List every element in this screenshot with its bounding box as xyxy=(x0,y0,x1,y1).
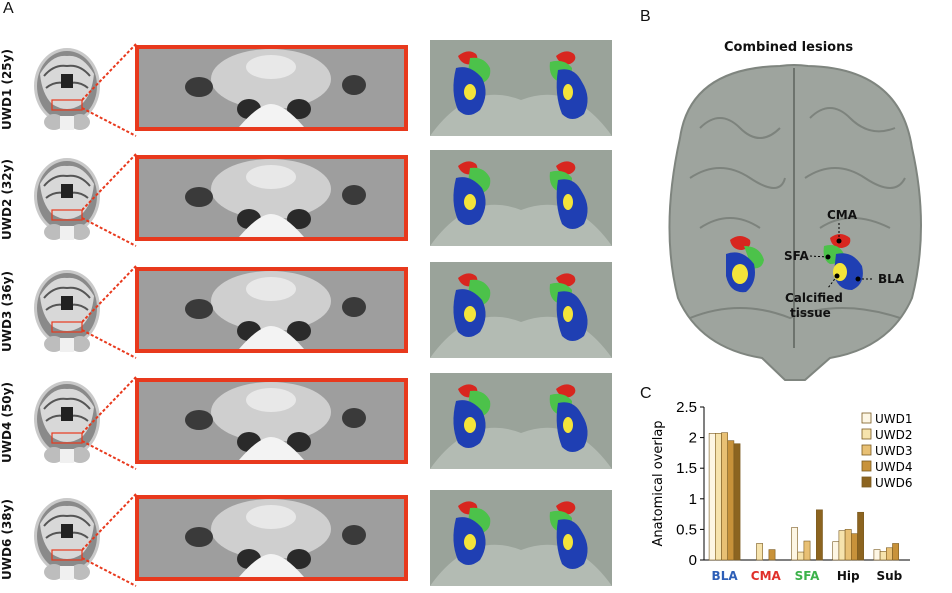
subject-label: UWD2 (32y) xyxy=(0,159,14,241)
amygdala-segmentation xyxy=(430,490,612,586)
bar-hip-uwd4 xyxy=(851,533,858,561)
bar-hip-uwd2 xyxy=(838,530,846,561)
bar-sub-uwd2 xyxy=(879,551,887,561)
coronal-thumbnail xyxy=(34,498,100,580)
bar-sfa-uwd1 xyxy=(791,527,798,561)
bar-sfa-uwd6 xyxy=(816,509,823,561)
bar-sfa-uwd2 xyxy=(797,551,805,561)
zoom-mri-view xyxy=(135,267,408,353)
panel-letter-b: B xyxy=(640,8,651,25)
panel-b-title: Combined lesions xyxy=(724,40,854,55)
brain-3d-render xyxy=(668,64,922,381)
left-amygdala xyxy=(453,384,491,448)
label-sfa: SFA xyxy=(784,249,809,263)
legend-swatch-uwd1 xyxy=(861,412,872,424)
legend-label-uwd4: UWD4 xyxy=(875,460,913,474)
bar-bla-uwd6 xyxy=(733,443,741,561)
subject-label: UWD1 (25y) xyxy=(0,49,14,131)
x-tick-label-cma: CMA xyxy=(751,569,782,583)
left-amygdala xyxy=(453,51,491,115)
coronal-thumbnail xyxy=(34,381,100,463)
left-lesion xyxy=(726,236,764,293)
right-amygdala xyxy=(549,51,588,119)
x-tick-label-bla: BLA xyxy=(712,569,739,583)
bar-bla-uwd1 xyxy=(708,433,716,561)
zoom-mri-view xyxy=(135,155,408,241)
legend-label-uwd2: UWD2 xyxy=(875,428,913,442)
bar-sub-uwd4 xyxy=(892,543,899,561)
right-amygdala xyxy=(549,384,588,452)
zoom-connector xyxy=(82,265,137,359)
x-tick-label-hip: Hip xyxy=(837,569,860,583)
overlap-bar-chart: 0 0.5 1 1.5 2 2.5 Anatomical overlap BLA CMA SFA H… xyxy=(651,399,913,583)
amygdala-segmentation xyxy=(430,40,612,136)
bar-bla-uwd2 xyxy=(715,433,722,561)
subject-row: UWD4 (50y) xyxy=(0,373,620,473)
coronal-thumbnail xyxy=(34,270,100,352)
y-tick-label: 2 xyxy=(689,430,697,447)
left-amygdala xyxy=(453,501,491,565)
legend-swatch-uwd3 xyxy=(861,444,872,456)
legend-label-uwd6: UWD6 xyxy=(875,476,913,490)
legend-swatch-uwd4 xyxy=(861,460,872,472)
zoom-connector xyxy=(82,43,137,137)
bar-bla-uwd4 xyxy=(727,440,735,561)
bar-sub-uwd3 xyxy=(886,547,893,561)
y-tick-label: 1 xyxy=(689,491,697,508)
right-amygdala xyxy=(549,161,588,229)
zoom-connector xyxy=(82,376,137,470)
zoom-mri-image xyxy=(139,382,404,460)
right-amygdala xyxy=(549,501,588,569)
subject-label: UWD4 (50y) xyxy=(0,382,14,464)
label-cma: CMA xyxy=(827,208,858,222)
right-amygdala xyxy=(549,273,588,341)
bar-bla-uwd3 xyxy=(721,432,728,561)
bar-sub-uwd1 xyxy=(873,549,881,561)
zoom-mri-image xyxy=(139,271,404,349)
amygdala-segmentation xyxy=(430,150,612,246)
bar-cma-uwd4 xyxy=(768,549,776,561)
y-tick-label: 1.5 xyxy=(676,460,697,477)
x-tick-label-sub: Sub xyxy=(877,569,903,583)
zoom-mri-image xyxy=(139,49,404,127)
legend-swatch-uwd2 xyxy=(861,428,872,440)
panel-letter-a: A xyxy=(3,0,14,17)
y-tick-label: 0.5 xyxy=(676,521,697,538)
left-amygdala xyxy=(453,273,491,337)
zoom-mri-view xyxy=(135,378,408,464)
zoom-mri-view xyxy=(135,495,408,581)
y-axis-label: Anatomical overlap xyxy=(651,420,666,546)
subject-row: UWD2 (32y) xyxy=(0,150,620,250)
bar-sfa-uwd3 xyxy=(803,540,811,561)
subject-row: UWD1 (25y) xyxy=(0,40,620,140)
bar-cma-uwd2 xyxy=(756,543,763,561)
label-bla: BLA xyxy=(878,272,905,286)
zoom-mri-view xyxy=(135,45,408,131)
y-tick-label: 2.5 xyxy=(676,399,697,416)
zoom-mri-image xyxy=(139,499,404,577)
bar-hip-uwd1 xyxy=(832,541,840,561)
amygdala-segmentation xyxy=(430,262,612,358)
subject-label: UWD6 (38y) xyxy=(0,499,14,581)
subject-label: UWD3 (36y) xyxy=(0,271,14,353)
label-tissue: tissue xyxy=(790,306,831,320)
y-tick-label: 0 xyxy=(689,552,697,569)
amygdala-segmentation xyxy=(430,373,612,469)
subject-row: UWD3 (36y) xyxy=(0,262,620,362)
legend-label-uwd1: UWD1 xyxy=(875,412,913,426)
bar-hip-uwd3 xyxy=(844,529,852,561)
zoom-connector xyxy=(82,493,137,587)
panel-letter-c: C xyxy=(640,385,652,402)
x-tick-label-sfa: SFA xyxy=(795,569,820,583)
left-amygdala xyxy=(453,161,491,225)
zoom-connector xyxy=(82,153,137,247)
legend-label-uwd3: UWD3 xyxy=(875,444,913,458)
label-calcified: Calcified xyxy=(785,291,843,305)
legend-swatch-uwd6 xyxy=(861,476,872,488)
coronal-thumbnail xyxy=(34,48,100,130)
bar-hip-uwd6 xyxy=(857,511,864,561)
zoom-mri-image xyxy=(139,159,404,237)
coronal-thumbnail xyxy=(34,158,100,240)
subject-row: UWD6 (38y) xyxy=(0,490,620,590)
